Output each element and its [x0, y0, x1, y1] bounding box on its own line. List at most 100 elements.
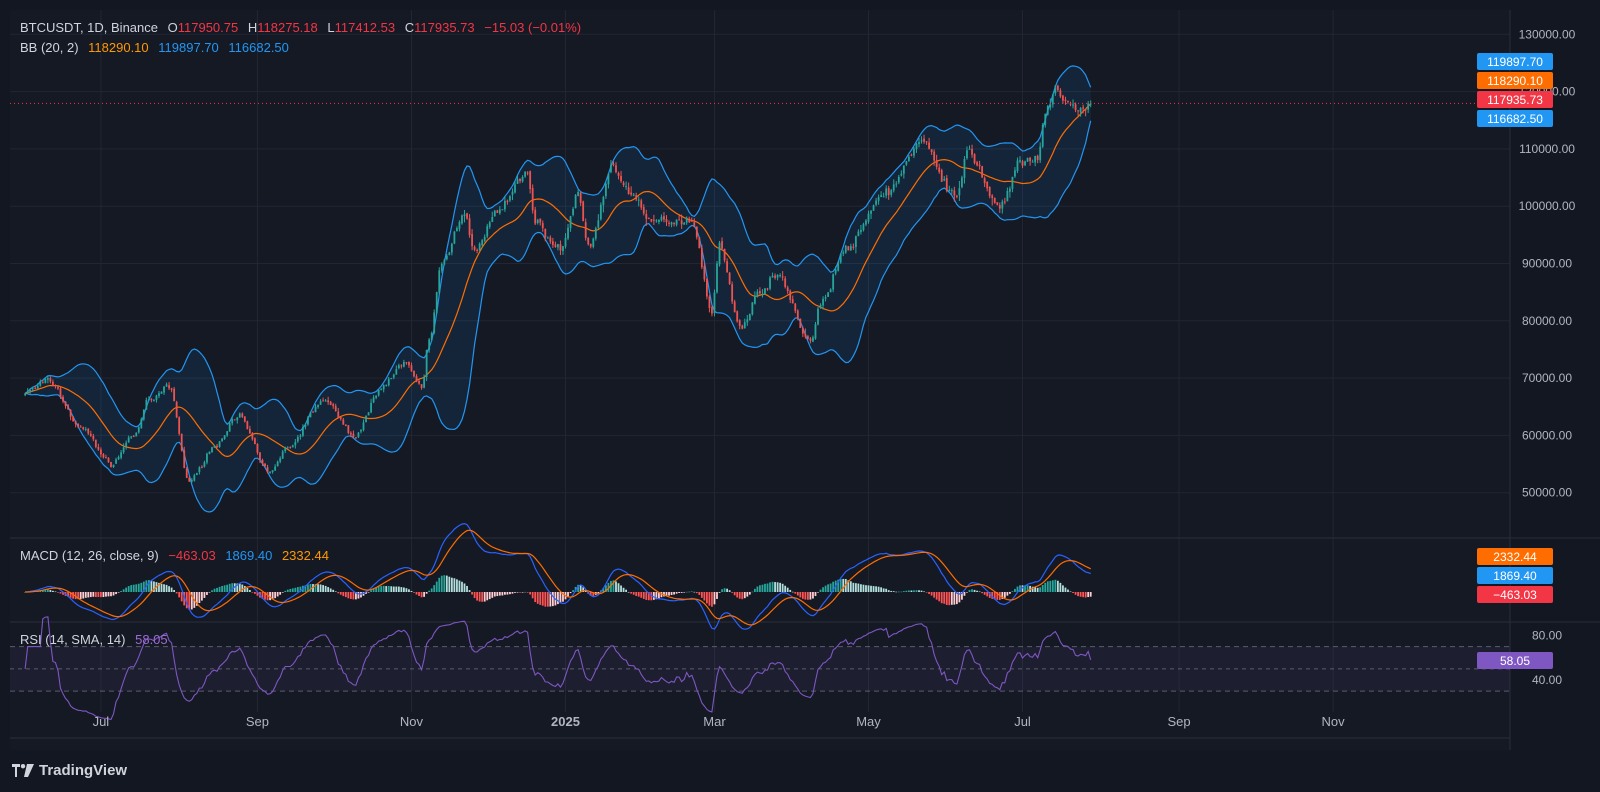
macd-hist-bar	[955, 592, 958, 605]
macd-hist-bar	[728, 590, 731, 592]
candle-body	[968, 148, 971, 150]
candle	[680, 214, 683, 229]
macd-hist-bar	[140, 582, 143, 592]
candle	[822, 296, 824, 310]
candle-body	[147, 399, 150, 401]
macd-hist-bar	[557, 592, 559, 605]
macd-hist-bar	[1049, 580, 1052, 592]
bb-legend[interactable]: BB (20, 2) 118290.10 119897.70 116682.50	[20, 40, 295, 55]
candle-body	[208, 451, 211, 454]
candle	[779, 273, 782, 278]
candle-body	[1014, 170, 1016, 177]
candle-body	[986, 181, 989, 189]
candle	[213, 445, 216, 448]
macd-hist-bar	[524, 591, 526, 593]
symbol-name[interactable]: BTCUSDT, 1D, Binance	[20, 20, 158, 35]
candle-body	[395, 369, 398, 375]
macd-hist-bar	[54, 591, 57, 593]
candle	[526, 171, 529, 176]
candle-body	[309, 412, 312, 418]
price-tick-label: 70000.00	[1522, 371, 1572, 385]
candle	[675, 219, 678, 227]
candle	[531, 184, 534, 214]
macd-hist-bar	[526, 592, 529, 593]
bb-upper-line	[24, 65, 1092, 432]
candle	[448, 251, 451, 256]
macd-hist-bar	[908, 590, 910, 592]
candle	[413, 370, 415, 378]
macd-hist-bar	[334, 591, 337, 592]
price-tick-label: 130000.00	[1519, 27, 1576, 41]
candle-body	[809, 338, 812, 341]
candle	[988, 186, 991, 199]
bb-basis-value: 118290.10	[88, 40, 149, 55]
macd-hist-bar	[774, 582, 776, 592]
candle	[102, 453, 105, 459]
candle-body	[599, 204, 602, 220]
rsi-name[interactable]: RSI (14, SMA, 14)	[20, 632, 126, 647]
macd-hist-bar	[476, 592, 479, 601]
macd-hist-bar	[900, 591, 903, 593]
candle-body	[1024, 161, 1026, 166]
macd-hist-bar	[794, 592, 797, 594]
candle-body	[584, 222, 587, 238]
macd-hist-bar	[1014, 588, 1016, 592]
candle-body	[115, 459, 117, 464]
candle	[700, 244, 703, 270]
candle-body	[216, 445, 218, 448]
macd-name[interactable]: MACD (12, 26, close, 9)	[20, 548, 159, 563]
macd-hist-bar	[450, 577, 453, 592]
candle	[165, 382, 168, 387]
chart-area[interactable]	[10, 10, 1510, 750]
candle-body	[976, 162, 978, 166]
macd-hist-bar	[448, 576, 451, 592]
candle-body	[660, 216, 663, 221]
candle	[1006, 187, 1009, 202]
candle	[991, 194, 994, 206]
candle-body	[504, 200, 506, 210]
macd-hist-bar	[1011, 591, 1014, 592]
candle-body	[622, 182, 625, 186]
candle	[625, 181, 627, 190]
candle-body	[579, 192, 582, 203]
time-tick-label: Nov	[1322, 714, 1346, 729]
tradingview-logo[interactable]: TradingView	[12, 762, 127, 779]
candle	[344, 424, 347, 427]
macd-hist-bar	[445, 575, 448, 592]
candle-body	[587, 237, 590, 245]
candle	[708, 295, 711, 313]
symbol-legend[interactable]: BTCUSDT, 1D, Binance O117950.75 H118275.…	[20, 20, 587, 35]
candle	[218, 440, 221, 448]
macd-hist-bar	[473, 592, 476, 599]
candle	[1082, 104, 1085, 114]
candle-body	[188, 477, 191, 482]
macd-hist-bar	[814, 592, 817, 597]
candle	[721, 237, 723, 251]
macd-hist-bar	[589, 592, 592, 596]
candle	[466, 212, 468, 220]
macd-hist-bar	[481, 592, 484, 602]
candle	[751, 302, 754, 316]
macd-hist-bar	[190, 592, 193, 610]
candle-body	[938, 167, 941, 172]
macd-hist-bar	[582, 587, 585, 592]
candle-body	[748, 314, 751, 321]
macd-legend[interactable]: MACD (12, 26, close, 9) −463.03 1869.40 …	[20, 548, 335, 563]
last-price-badge: 117935.73	[1487, 93, 1543, 107]
macd-hist-bar	[723, 588, 726, 592]
candle	[807, 335, 809, 340]
candle-body	[632, 194, 635, 196]
candle-body	[155, 395, 158, 400]
macd-hist-bar	[506, 592, 509, 595]
macd-hist-bar	[897, 591, 900, 593]
candle	[377, 389, 380, 397]
macd-hist-bar	[1021, 585, 1024, 592]
rsi-legend[interactable]: RSI (14, SMA, 14) 58.05	[20, 632, 174, 647]
macd-hist-bar	[385, 586, 388, 592]
bb-name[interactable]: BB (20, 2)	[20, 40, 79, 55]
candle-body	[153, 400, 155, 402]
macd-hist-bar	[87, 592, 90, 598]
bb-upper-value: 119897.70	[158, 40, 219, 55]
candle-body	[433, 312, 436, 333]
